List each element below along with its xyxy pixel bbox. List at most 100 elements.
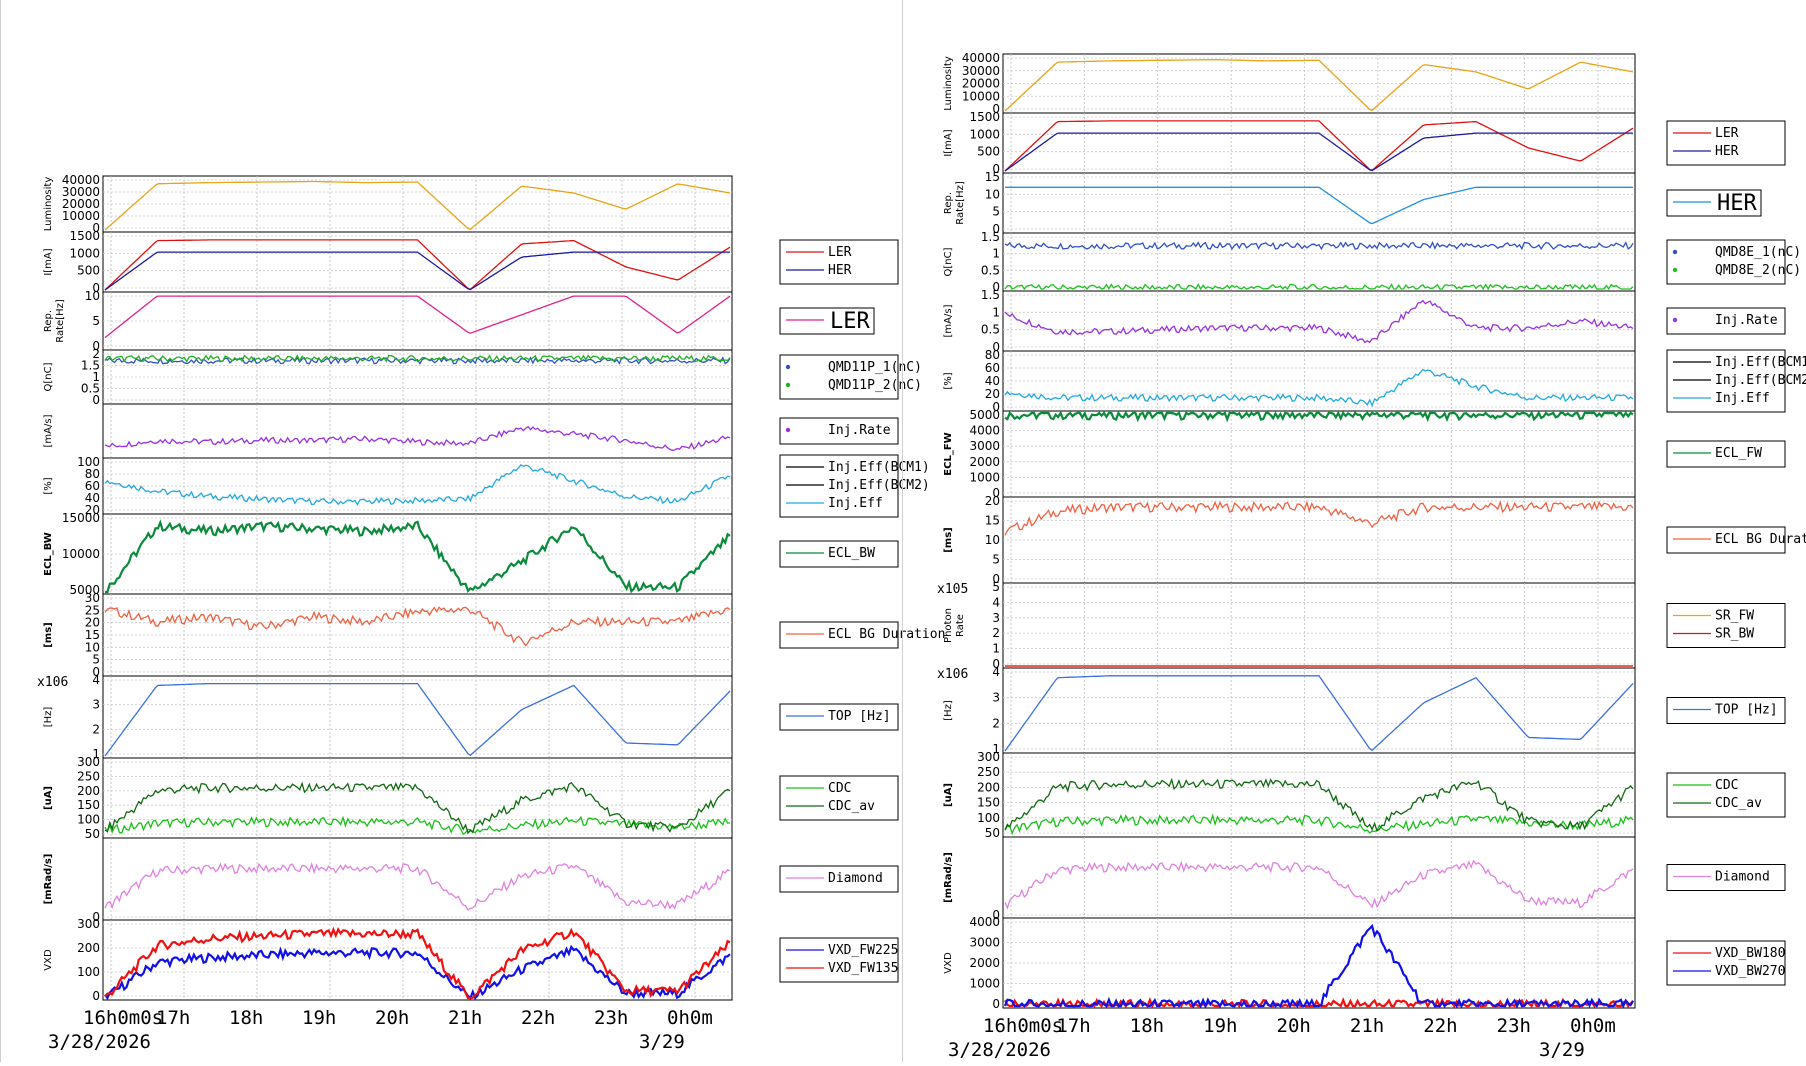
legend-label: VXD_BW270 — [1715, 964, 1785, 979]
y-axis-label: [%] — [943, 372, 954, 389]
y-tick-label: 1 — [992, 642, 1000, 656]
series-line-QMD11P_2(nC) — [104, 354, 731, 363]
legend-label: Diamond — [828, 871, 883, 886]
x-tick-label: 0h0m — [667, 1007, 713, 1029]
y-tick-label: 0 — [92, 989, 100, 1003]
y-axis-label: Photon — [943, 608, 954, 643]
panel-frame — [1002, 752, 1636, 838]
y-tick-label: 10000 — [62, 209, 100, 223]
y-tick-label: 0 — [92, 665, 100, 679]
y-tick-label: 0 — [992, 657, 1000, 671]
legend-label: QMD8E_2(nC) — [1715, 263, 1801, 278]
legend-label: SR_FW — [1715, 609, 1754, 624]
y-tick-label: 300 — [77, 917, 100, 931]
y-tick-label: 1 — [92, 747, 100, 761]
y-tick-label: 50 — [85, 827, 100, 841]
legend-box — [779, 621, 899, 649]
legend-label: CDC — [1715, 778, 1738, 793]
y-tick-label: 1 — [92, 370, 100, 384]
y-tick-label: 0.5 — [981, 263, 1000, 277]
y-axis-label: [uA] — [43, 786, 54, 810]
y-axis-label: Rate[Hz] — [55, 299, 66, 343]
y-tick-label: 300 — [77, 755, 100, 769]
y-tick-label: 0.5 — [81, 382, 100, 396]
legend-label: CDC_av — [828, 799, 875, 814]
y-tick-label: 5 — [992, 580, 1000, 594]
chart-column-2: 400003000020000100000Luminosity150010005… — [937, 51, 1806, 1061]
legend-label: HER — [1717, 191, 1757, 216]
y-tick-label: 2 — [992, 716, 1000, 730]
y-tick-label: 4 — [992, 595, 1000, 609]
legend-box — [1666, 349, 1786, 413]
y-tick-label: 1.5 — [81, 359, 100, 373]
legend-box — [1666, 772, 1786, 818]
x-tick-label: 18h — [229, 1007, 263, 1029]
y-tick-label: 0 — [992, 997, 1000, 1011]
y-axis-label: Luminosity — [943, 56, 954, 111]
panel-frame — [102, 837, 733, 921]
series-line-LER — [104, 295, 731, 339]
legend-label: ECL BG Duration — [828, 627, 945, 642]
chart-column-1: 400003000020000100000Luminosity150010005… — [37, 173, 945, 1053]
series-line-ECL_FW — [1004, 410, 1634, 423]
y-tick-label: 0 — [92, 393, 100, 407]
y-tick-label: 5 — [92, 314, 100, 328]
series-line-Inj.Rate — [104, 425, 731, 451]
y-tick-label: 0 — [92, 339, 100, 353]
y-tick-label: 200 — [77, 784, 100, 798]
panel-inj: 1.5 1 0.5 0 [mA/s] Inj.Rate — [943, 288, 1786, 354]
y-axis-label: [mRad/s] — [43, 854, 54, 905]
legend-box — [1666, 697, 1786, 724]
x-tick-label: 21h — [1350, 1015, 1384, 1037]
y-tick-label: 4 — [92, 673, 100, 687]
series-line-VXD_FW225 — [104, 944, 731, 1001]
y-tick-label: 4 — [992, 665, 1000, 679]
y-tick-label: 50 — [985, 826, 1000, 840]
y-axis-label: Rep. — [43, 310, 54, 332]
y-tick-label: 0 — [92, 281, 100, 295]
y-axis-label: [%] — [43, 477, 54, 494]
series-line-Inj.Rate — [1004, 299, 1634, 344]
panel-rep: 15 10 5 0 Rep. Rate[Hz] HER — [943, 170, 1762, 236]
y-exponent-label: x105 — [937, 582, 968, 597]
x-tick-label: 22h — [521, 1007, 555, 1029]
legend-label: HER — [828, 263, 852, 278]
y-tick-label: 10000 — [962, 89, 1000, 103]
panel-frame — [1002, 582, 1636, 669]
legend-label: ECL_BW — [828, 546, 875, 561]
panel-frame — [1002, 667, 1636, 754]
y-tick-label: 5 — [992, 205, 1000, 219]
y-axis-label: Q[nC] — [43, 362, 54, 391]
y-tick-label: 25 — [85, 603, 100, 617]
y-tick-label: 3 — [92, 698, 100, 712]
x-tick-label: 21h — [448, 1007, 482, 1029]
y-tick-label: 20 — [985, 494, 1000, 508]
panel-cur: 1500 1000 500 0 I[mA] LER HER — [943, 110, 1786, 176]
y-tick-label: 80 — [85, 467, 100, 481]
y-tick-label: 1000 — [969, 127, 1000, 141]
y-tick-label: 100 — [77, 965, 100, 979]
legend-box — [1666, 603, 1786, 648]
legend-box — [779, 703, 899, 731]
y-tick-label: 3000 — [969, 936, 1000, 950]
y-axis-label: Rate — [955, 614, 966, 637]
y-tick-label: 10 — [85, 640, 100, 654]
legend-box — [1666, 120, 1786, 166]
y-tick-label: 0 — [992, 572, 1000, 586]
legend-box — [1666, 189, 1762, 217]
y-tick-label: 60 — [85, 479, 100, 493]
legend-label: QMD11P_2(nC) — [828, 378, 922, 393]
y-tick-label: 1.5 — [981, 230, 1000, 244]
legend-box — [779, 239, 899, 285]
date-next-label: 3/29 — [639, 1031, 685, 1053]
series-line-TOP [Hz] — [1004, 675, 1634, 752]
legend-label: Inj.Rate — [828, 423, 891, 438]
series-line-CDC_av — [104, 781, 731, 835]
y-tick-label: 40 — [985, 374, 1000, 388]
legend-box — [779, 454, 899, 518]
y-tick-label: 15 — [985, 514, 1000, 528]
y-tick-label: 20 — [985, 387, 1000, 401]
